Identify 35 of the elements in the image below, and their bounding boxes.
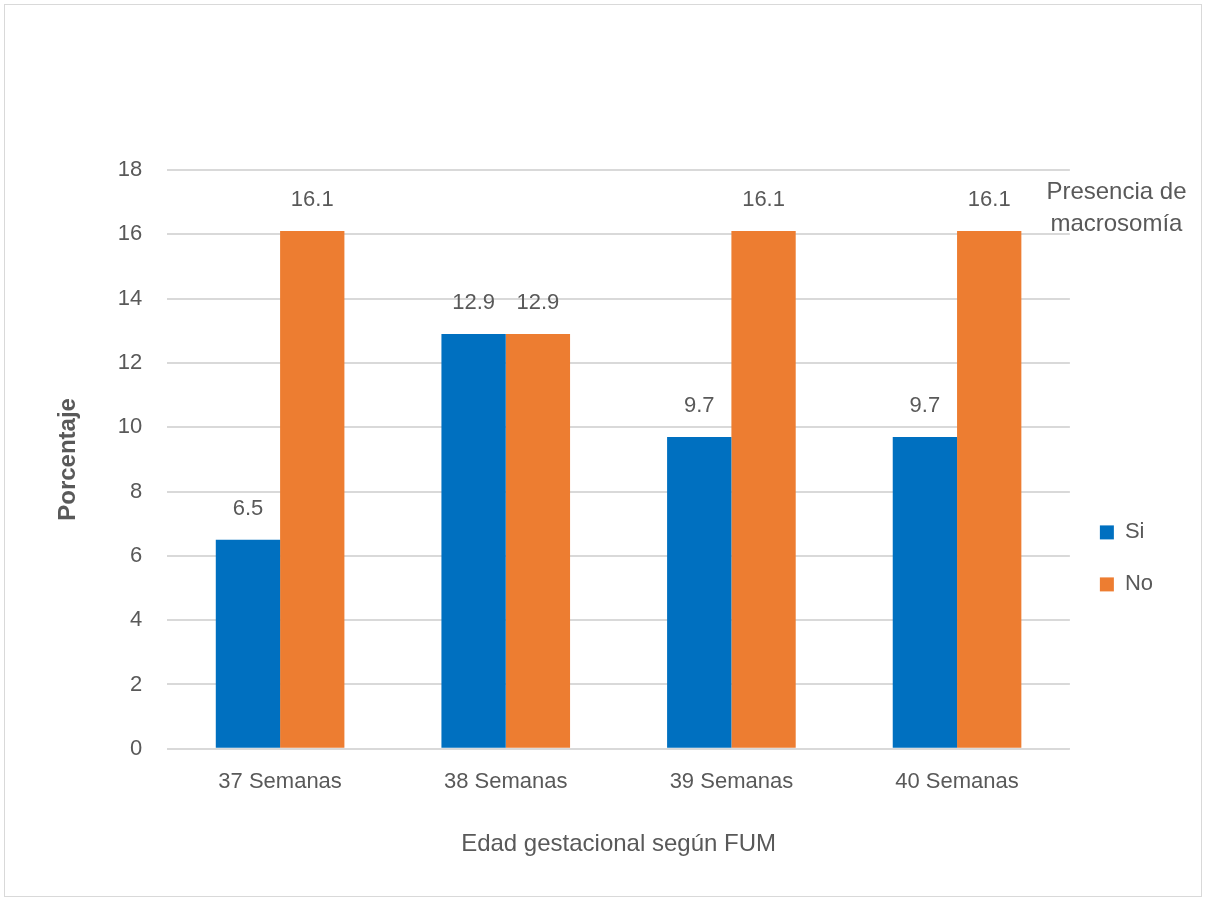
bar: [731, 231, 796, 748]
y-tick-label: 6: [130, 541, 143, 567]
legend-title: Presencia de macrosomía: [1046, 176, 1187, 236]
legend-label: Si: [1124, 518, 1145, 544]
y-tick-label: 16: [117, 220, 143, 246]
x-axis-title: Edad gestacional según FUM: [461, 829, 776, 857]
bar: [957, 231, 1022, 748]
legend-label: No: [1124, 570, 1153, 596]
bar: [667, 436, 732, 748]
data-label: 12.9: [516, 289, 560, 315]
y-tick-label: 14: [117, 284, 143, 310]
y-tick-label: 18: [117, 156, 143, 182]
data-label: 16.1: [290, 186, 334, 212]
data-label: 9.7: [683, 391, 715, 417]
y-tick-label: 2: [130, 670, 143, 696]
y-tick-label: 12: [117, 349, 143, 374]
bar: [892, 436, 958, 748]
data-label: 16.1: [967, 186, 1011, 212]
x-tick-label: 39 Semanas: [669, 768, 794, 794]
y-tick-label: 0: [130, 734, 143, 760]
data-label: 16.1: [742, 186, 785, 212]
x-tick-label: 38 Semanas: [443, 768, 568, 794]
data-label: 6.5: [232, 494, 264, 520]
bar: [505, 333, 571, 748]
y-tick-label: 8: [130, 477, 143, 503]
bar: [441, 333, 506, 748]
x-tick-label: 40 Semanas: [895, 768, 1019, 794]
data-label: 12.9: [452, 289, 496, 315]
y-tick-label: 4: [130, 606, 143, 632]
data-label: 9.7: [909, 391, 941, 417]
bar: [280, 231, 345, 748]
bar: [215, 539, 281, 748]
x-tick-label: 37 Semanas: [218, 768, 342, 794]
y-tick-label: 10: [117, 413, 143, 439]
y-axis-title: Porcentaje: [53, 398, 81, 521]
